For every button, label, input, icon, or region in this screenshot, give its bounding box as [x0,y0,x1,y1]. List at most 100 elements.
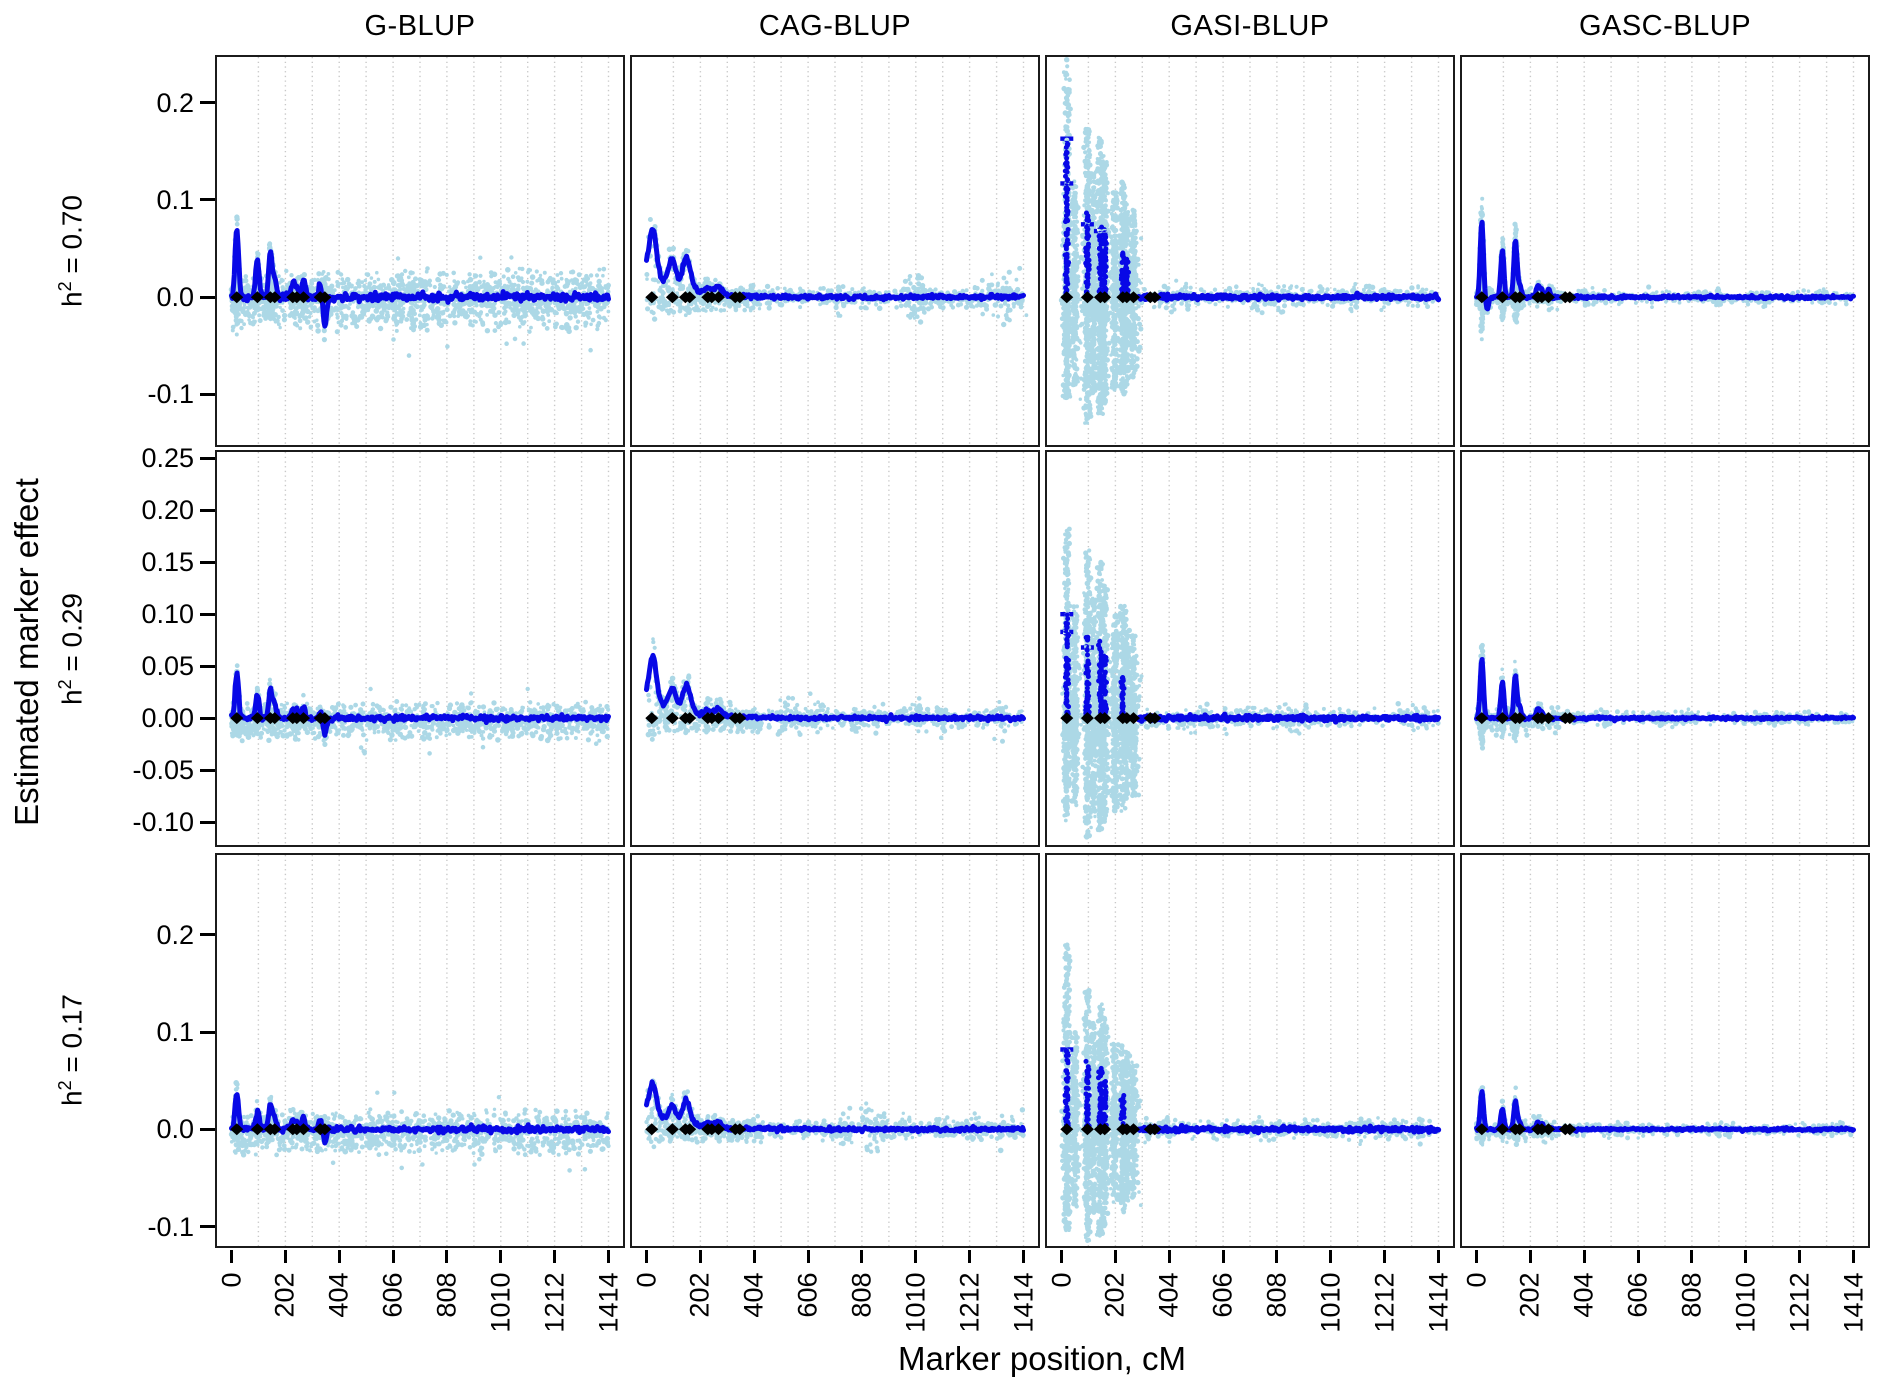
chromosome-gridlines [257,855,610,1246]
x-tick-mark [1022,1250,1025,1263]
y-axis-title: Estimated marker effect [8,478,45,826]
panel-border [630,450,1040,847]
qtl-position-diamonds [645,712,747,725]
x-tick-mark [752,1250,756,1263]
panel-border [630,853,1040,1248]
y-tick-label: -0.1 [147,1211,194,1242]
y-tick-mark [200,716,215,720]
x-tick-mark [1275,1250,1279,1263]
x-tick-mark [1528,1250,1532,1263]
large-effect-marker-dots [1060,136,1131,300]
x-tick-mark [553,1250,557,1263]
y-tick-label: 0.0 [156,282,194,313]
qtl-position-diamonds [645,1123,747,1136]
y-tick-mark [200,664,215,668]
x-tick-mark [914,1250,918,1263]
y-tick-label: 0.00 [141,703,194,734]
marker-effect-scatter [1059,942,1439,1244]
y-tick-mark [200,1127,215,1131]
y-tick-label: 0.10 [141,599,194,630]
mean-marker-effect-line [1474,1089,1856,1134]
y-tick-label: 0.15 [141,547,194,578]
panel-gasc-blup-h2-07 [1460,55,1870,447]
chromosome-gridlines [257,57,610,445]
panel-border [1460,450,1870,847]
panel-border [215,450,625,847]
mean-marker-effect-line [229,670,611,738]
column-title-g-blup: G-BLUP [364,10,476,42]
mean-marker-effect-line [1474,219,1856,312]
marker-effect-scatter [644,217,1029,328]
x-tick-mark [283,1250,287,1263]
mean-marker-effect-line [1136,290,1442,303]
marker-effect-scatter [1058,57,1437,425]
x-tick-mark [445,1250,449,1263]
y-tick-label: -0.05 [132,755,194,786]
x-tick-mark [499,1250,503,1263]
mean-marker-effect-line [644,652,1026,724]
x-tick-mark [1221,1250,1225,1263]
x-tick-mark [391,1250,395,1263]
y-tick-mark [200,101,215,105]
panel-border [215,853,625,1248]
chromosome-gridlines [672,855,1025,1246]
qtl-position-diamonds [1060,291,1162,304]
mean-marker-effect-line [229,228,611,329]
chromosome-gridlines [1087,452,1440,845]
mean-marker-effect-line [644,1079,1026,1135]
y-tick-mark [200,560,215,564]
y-tick-mark [200,508,215,512]
x-tick-mark [1329,1250,1333,1263]
x-tick-mark [806,1250,810,1263]
y-tick-label: 0.1 [156,184,194,215]
y-tick-mark [200,198,215,202]
x-tick-mark [1636,1250,1640,1263]
y-tick-mark [200,1030,215,1034]
chromosome-gridlines [1502,452,1855,845]
y-tick-mark [200,933,215,937]
mean-marker-effect-line [644,227,1026,303]
x-axis-title: Marker position, cM [898,1340,1186,1377]
panel-gasi-blup-h2-017 [1045,853,1455,1248]
chromosome-gridlines [672,57,1025,445]
x-tick-mark [1798,1250,1802,1263]
panel-border [630,55,1040,447]
x-tick-mark [698,1250,702,1263]
chromosome-gridlines [1087,855,1440,1246]
panel-border [1045,450,1455,847]
y-tick-mark [200,768,215,772]
x-tick-mark [1113,1250,1117,1263]
x-tick-mark [1744,1250,1748,1263]
y-tick-label: 0.0 [156,1114,194,1145]
y-tick-mark [200,820,215,824]
panel-cag-blup-h2-017 [630,853,1040,1248]
y-tick-label: 0.2 [156,87,194,118]
y-tick-label: 0.1 [156,1017,194,1047]
panel-gasc-blup-h2-029 [1460,450,1870,847]
y-tick-label: 0.20 [141,495,194,526]
y-tick-mark [200,392,215,396]
panel-cag-blup-h2-07 [630,55,1040,447]
x-tick-mark [1852,1250,1855,1263]
panel-cag-blup-h2-029 [630,450,1040,847]
qtl-position-diamonds [230,712,332,725]
x-tick-mark [1060,1250,1063,1263]
y-tick-label: 0.2 [156,919,194,950]
panel-border [1460,55,1870,447]
chromosome-gridlines [257,452,610,845]
marker-effect-scatter [1473,1085,1855,1148]
marker-effect-scatter [228,663,611,756]
x-tick-mark [968,1250,972,1263]
marker-effect-scatter [644,637,1024,744]
qtl-position-diamonds [1475,291,1577,304]
panel-border [1045,853,1455,1248]
row-label-h2-070: h2 = 0.70 [55,195,88,307]
x-tick-mark [1690,1250,1694,1263]
marker-effect-scatter [1060,526,1441,840]
panel-border [1460,853,1870,1248]
x-tick-mark [1167,1250,1171,1263]
panel-g-blup-h2-017 [215,853,625,1248]
x-tick-mark [860,1250,864,1263]
qtl-position-diamonds [1475,1123,1577,1136]
x-tick-mark [1475,1250,1478,1263]
